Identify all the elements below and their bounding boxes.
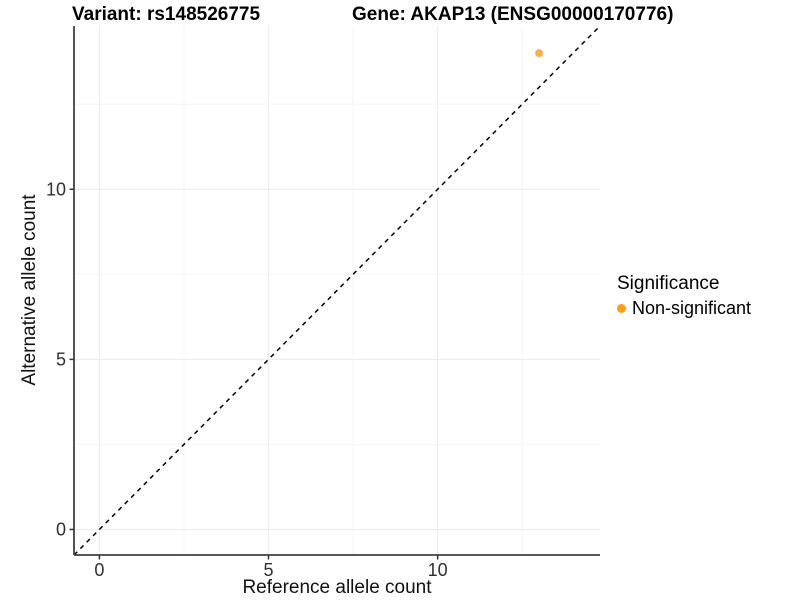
legend-entry-label: Non-significant bbox=[632, 298, 752, 318]
legend-key-dot-icon bbox=[617, 304, 626, 313]
y-axis-label: Alternative allele count bbox=[19, 194, 40, 386]
x-tick-label: 0 bbox=[94, 560, 104, 580]
y-tick-label: 5 bbox=[56, 349, 66, 369]
x-tick-label: 5 bbox=[263, 560, 273, 580]
identity-dashed-line bbox=[73, 25, 601, 556]
plot-title-gene: Gene: AKAP13 (ENSG00000170776) bbox=[352, 4, 674, 25]
data-point bbox=[535, 49, 544, 58]
x-axis-label: Reference allele count bbox=[242, 577, 432, 598]
y-tick-label: 0 bbox=[56, 519, 66, 539]
x-tick-label: 10 bbox=[428, 560, 448, 580]
plot-title-variant: Variant: rs148526775 bbox=[72, 4, 261, 25]
legend: Significance Non-significant bbox=[617, 273, 751, 319]
legend-title: Significance bbox=[617, 273, 720, 294]
y-tick-label: 10 bbox=[46, 179, 66, 199]
legend-entry: Non-significant bbox=[617, 298, 751, 319]
